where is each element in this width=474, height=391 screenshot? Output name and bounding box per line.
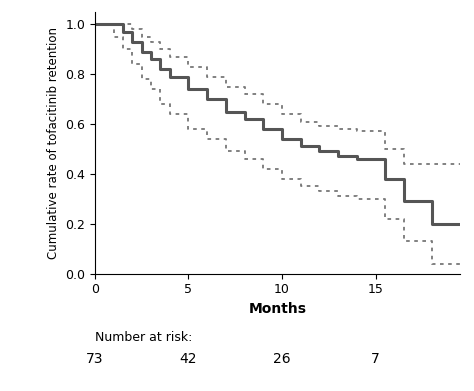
Y-axis label: Cumulative rate of tofacitinib retention: Cumulative rate of tofacitinib retention [46,27,60,259]
Text: Number at risk:: Number at risk: [95,331,192,344]
Text: 42: 42 [180,352,197,366]
Text: 7: 7 [371,352,380,366]
Text: 26: 26 [273,352,291,366]
X-axis label: Months: Months [248,302,306,316]
Text: 73: 73 [86,352,103,366]
